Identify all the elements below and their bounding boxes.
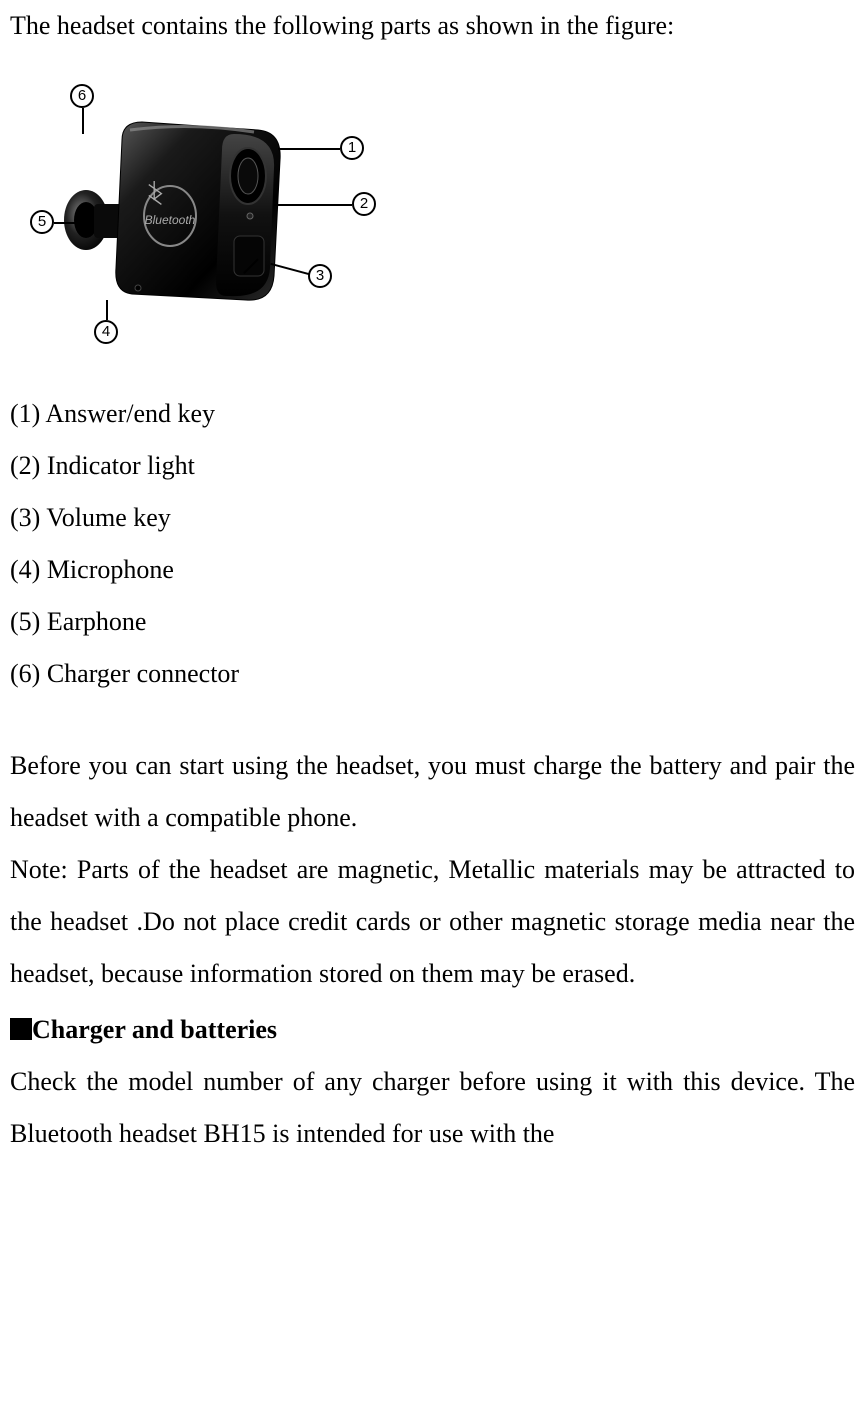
part-5: (5) Earphone [10, 596, 855, 648]
callout-1: 1 [340, 136, 364, 160]
callout-5: 5 [30, 210, 54, 234]
callout-2: 2 [352, 192, 376, 216]
intro-text: The headset contains the following parts… [10, 0, 855, 52]
paragraph-1: Before you can start using the headset, … [10, 740, 855, 844]
callout-4: 4 [94, 320, 118, 344]
part-3: (3) Volume key [10, 492, 855, 544]
paragraph-2: Note: Parts of the headset are magnetic,… [10, 844, 855, 1000]
part-4: (4) Microphone [10, 544, 855, 596]
leader-line [82, 108, 84, 134]
section-heading-charger: Charger and batteries [10, 1004, 855, 1056]
paragraph-3: Check the model number of any charger be… [10, 1056, 855, 1160]
leader-line [106, 300, 108, 320]
part-1: (1) Answer/end key [10, 388, 855, 440]
callout-6: 6 [70, 84, 94, 108]
section-heading-text: Charger and batteries [32, 1015, 277, 1044]
headset-diagram: Bluetooth 1 2 3 4 5 6 [30, 68, 390, 348]
part-6: (6) Charger connector [10, 648, 855, 700]
leader-line [274, 204, 352, 206]
leader-line [54, 222, 78, 224]
part-2: (2) Indicator light [10, 440, 855, 492]
parts-list: (1) Answer/end key (2) Indicator light (… [10, 388, 855, 700]
callout-3: 3 [308, 264, 332, 288]
svg-text:Bluetooth: Bluetooth [145, 213, 196, 227]
leader-line [278, 148, 340, 150]
square-bullet-icon [10, 1018, 32, 1040]
headset-svg: Bluetooth [30, 68, 390, 348]
